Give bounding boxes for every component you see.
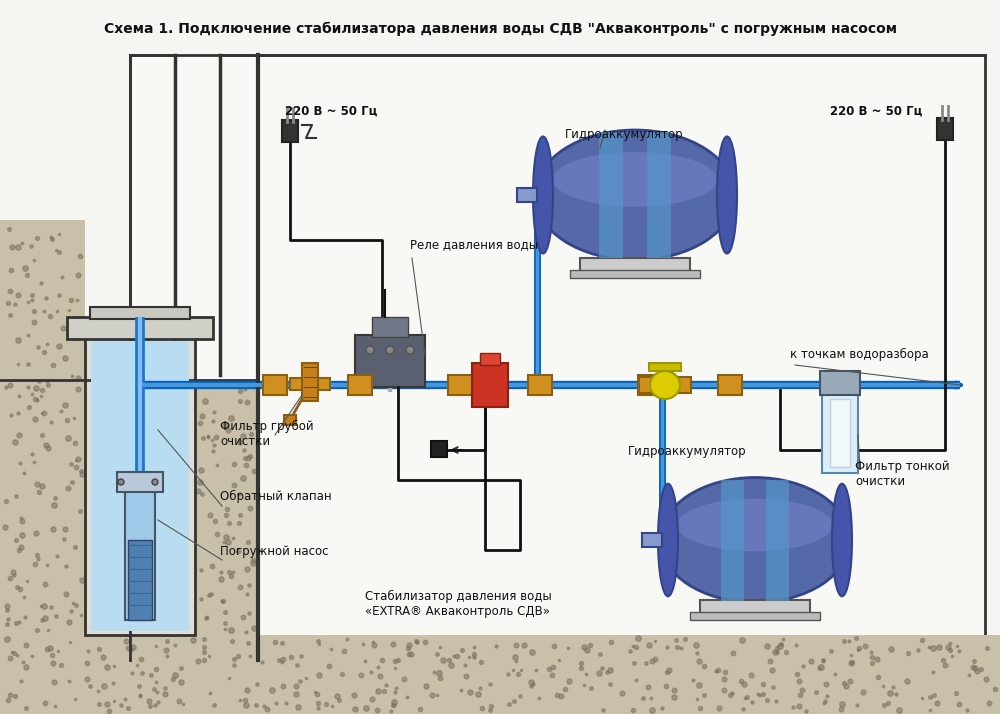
Ellipse shape	[152, 479, 158, 485]
Bar	[290, 378, 302, 390]
Ellipse shape	[650, 371, 680, 399]
Text: к точкам водоразбора: к точкам водоразбора	[790, 348, 929, 361]
Bar	[649, 363, 681, 371]
Bar	[822, 393, 858, 473]
Bar	[372, 317, 408, 337]
Bar	[195, 380, 258, 635]
Bar	[480, 353, 500, 365]
Bar	[0, 220, 85, 635]
Text: Фильтр грубой
очистки: Фильтр грубой очистки	[220, 420, 314, 448]
Ellipse shape	[535, 130, 735, 260]
Bar	[117, 472, 163, 492]
Bar	[348, 375, 372, 395]
Bar	[448, 375, 472, 395]
Bar	[431, 441, 447, 457]
Text: Гидроаккумулятор: Гидроаккумулятор	[565, 128, 684, 141]
Bar	[282, 120, 298, 142]
Text: Стабилизатор давления воды
«EXTRA® Акваконтроль СДВ»: Стабилизатор давления воды «EXTRA® Аквак…	[365, 590, 552, 618]
Bar	[85, 325, 195, 635]
Bar	[642, 533, 662, 547]
Bar	[690, 612, 820, 620]
Bar	[355, 335, 425, 387]
Bar	[67, 317, 213, 339]
Bar	[284, 415, 296, 425]
Bar	[700, 600, 810, 614]
Text: Реле давления воды: Реле давления воды	[410, 238, 538, 251]
Bar	[830, 399, 850, 467]
Bar	[820, 371, 860, 395]
Bar	[638, 375, 662, 395]
Ellipse shape	[118, 479, 124, 485]
Text: Гидроаккумулятор: Гидроаккумулятор	[628, 445, 747, 458]
Bar	[263, 375, 287, 395]
Ellipse shape	[717, 136, 737, 253]
Text: Обратный клапан: Обратный клапан	[220, 490, 332, 503]
Ellipse shape	[658, 484, 678, 596]
Text: 220 В ~ 50 Гц: 220 В ~ 50 Гц	[830, 105, 922, 118]
Ellipse shape	[660, 478, 850, 603]
Bar	[90, 307, 190, 319]
Bar	[570, 270, 700, 278]
Bar	[639, 377, 653, 393]
Ellipse shape	[386, 346, 394, 354]
Bar	[677, 377, 691, 393]
Bar	[599, 132, 623, 258]
Bar	[130, 55, 985, 660]
Bar	[517, 188, 537, 202]
Ellipse shape	[533, 136, 553, 253]
Bar	[647, 132, 671, 258]
Bar	[128, 540, 152, 620]
Ellipse shape	[406, 346, 414, 354]
Bar	[580, 258, 690, 272]
Ellipse shape	[366, 346, 374, 354]
Ellipse shape	[553, 152, 717, 206]
Ellipse shape	[677, 499, 833, 551]
Bar	[472, 363, 508, 407]
Bar	[721, 480, 744, 600]
Text: 220 В ~ 50 Гц: 220 В ~ 50 Гц	[285, 105, 377, 118]
Bar	[718, 375, 742, 395]
Text: Схема 1. Подключение стабилизатора давления воды СДВ "Акваконтроль" с погружным : Схема 1. Подключение стабилизатора давле…	[104, 22, 896, 36]
Bar	[528, 375, 552, 395]
Bar	[0, 635, 1000, 714]
Text: Фильтр тонкой
очистки: Фильтр тонкой очистки	[855, 460, 950, 488]
Bar	[91, 341, 189, 631]
Bar	[302, 363, 318, 401]
Bar	[318, 378, 330, 390]
Ellipse shape	[832, 484, 852, 596]
Bar	[125, 490, 155, 620]
Bar	[766, 480, 789, 600]
Bar	[937, 118, 953, 140]
Text: Погружной насос: Погружной насос	[220, 545, 328, 558]
